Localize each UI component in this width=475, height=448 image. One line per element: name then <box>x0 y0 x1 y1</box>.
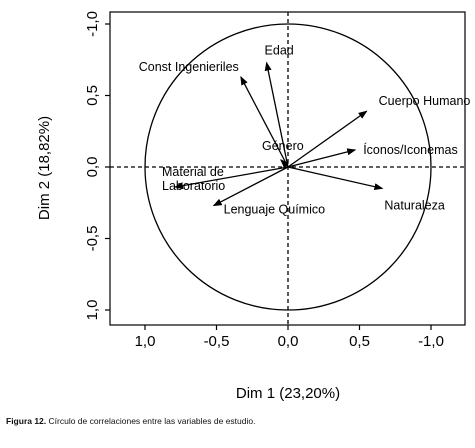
x-axis-ticks: 1,0 -0,5 0,0 0,5 -1,0 <box>135 325 444 350</box>
variable-arrow <box>240 76 289 168</box>
variable-arrow <box>264 61 289 168</box>
variable-arrow <box>287 148 357 168</box>
x-tick-label: -0,5 <box>204 333 230 350</box>
variable-arrow <box>212 166 289 207</box>
caption-label: Figura 12. <box>6 416 47 426</box>
variable-label: Cuerpo Humano <box>379 94 471 108</box>
variable-label: Const Ingenieriles <box>139 60 239 74</box>
variable-arrow <box>287 110 368 168</box>
variable-label: Naturaleza <box>384 198 444 212</box>
figure-caption: Figura 12. Círculo de correlaciones entr… <box>6 416 255 426</box>
variable-arrows: Const Ingenieriles Edad Cuerpo Humano Géner… <box>139 44 471 217</box>
variable-arrow <box>280 159 289 168</box>
variable-label: Edad <box>265 44 294 58</box>
x-tick-label: 0,5 <box>349 333 370 350</box>
x-tick-label: 0,0 <box>278 333 299 350</box>
y-tick-label: -1,0 <box>84 11 101 37</box>
y-tick-label: 0,0 <box>84 157 101 178</box>
caption-text: Círculo de correlaciones entre las varia… <box>46 416 256 426</box>
y-tick-label: -0,5 <box>84 226 101 252</box>
y-tick-label: 1,0 <box>84 300 101 321</box>
x-axis-label: Dim 1 (23,20%) <box>236 385 340 402</box>
variable-arrow <box>287 166 384 191</box>
x-tick-label: -1,0 <box>418 333 444 350</box>
y-tick-label: 0,5 <box>84 85 101 106</box>
variable-label: Género <box>262 139 304 153</box>
y-axis-ticks: -1,0 0,5 0,0 -0,5 1,0 <box>84 11 110 320</box>
variable-label: Íconos/Iconemas <box>363 142 458 157</box>
variable-label: Lenguaje Químico <box>224 203 326 217</box>
y-axis-label: Dim 2 (18,82%) <box>36 116 53 220</box>
variable-label: Material de Laboratorio <box>162 165 225 193</box>
variable-arrow <box>174 166 289 190</box>
unit-circle <box>144 23 432 311</box>
x-tick-label: 1,0 <box>135 333 156 350</box>
